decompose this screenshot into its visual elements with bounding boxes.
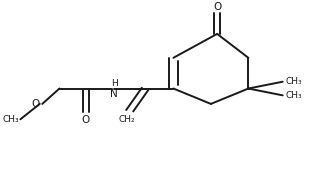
Text: O: O: [213, 2, 221, 12]
Text: O: O: [82, 115, 90, 125]
Text: CH₃: CH₃: [2, 115, 19, 124]
Text: O: O: [31, 99, 39, 109]
Text: N: N: [110, 89, 118, 99]
Text: CH₃: CH₃: [285, 91, 302, 100]
Text: H: H: [111, 79, 118, 88]
Text: CH₃: CH₃: [285, 77, 302, 86]
Text: CH₂: CH₂: [118, 115, 135, 124]
